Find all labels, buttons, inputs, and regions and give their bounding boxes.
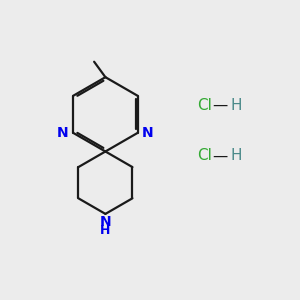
Text: —: — <box>212 98 227 113</box>
Text: H: H <box>230 98 242 113</box>
Text: Cl: Cl <box>197 148 212 164</box>
Text: Cl: Cl <box>197 98 212 113</box>
Text: H: H <box>100 224 111 237</box>
Text: N: N <box>142 126 154 140</box>
Text: N: N <box>57 126 69 140</box>
Text: N: N <box>100 215 111 230</box>
Text: —: — <box>212 148 227 164</box>
Text: H: H <box>230 148 242 164</box>
